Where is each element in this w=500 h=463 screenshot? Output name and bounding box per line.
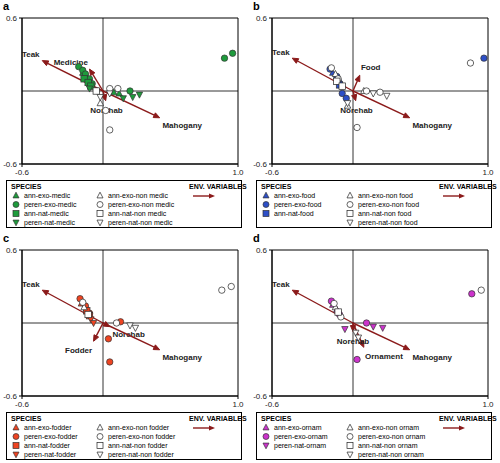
html-text:peren-exo-non ornam: peren-exo-non ornam [358,432,426,440]
svg-text:Mahogany: Mahogany [162,121,202,130]
html-text:b: b [253,0,260,12]
html-text:SPECIES: SPECIES [11,183,42,190]
html-text:ann-exo-non food: ann-exo-non food [358,192,413,199]
html-text:peren-nat-non medic: peren-nat-non medic [108,219,173,226]
html-text:ann-exo-non medic: ann-exo-non medic [108,192,168,199]
html-text:ann-exo-fodder: ann-exo-fodder [24,423,72,431]
svg-text:Norehab: Norehab [337,336,370,345]
svg-text:0.6: 0.6 [8,14,18,23]
html-text:peren-exo-non food: peren-exo-non food [358,201,420,208]
html-text:ENV. VARIABLES: ENV. VARIABLES [439,183,497,190]
html-text:SPECIES: SPECIES [261,414,292,422]
html-text:ann-nat-food: ann-nat-food [274,210,314,217]
svg-text:Norehab: Norehab [340,105,373,115]
svg-text:1.0: 1.0 [232,399,244,408]
svg-text:1.0: 1.0 [482,168,492,177]
svg-text:Teak: Teak [272,279,290,288]
svg-text:1.0: 1.0 [482,399,492,408]
svg-text:Teak: Teak [22,50,40,59]
html-text:ann-nat-non fodder: ann-nat-non fodder [108,441,168,449]
svg-text:Teak: Teak [272,48,290,57]
html-text:ann-nat-non food: ann-nat-non food [358,210,412,217]
html-text:peren-nat-non ornam: peren-nat-non ornam [358,450,424,458]
html-text:d: d [253,231,260,244]
html-text:ann-exo-medic: ann-exo-medic [24,192,71,199]
svg-text:0.6: 0.6 [256,14,268,23]
svg-text:Teak: Teak [22,279,40,288]
svg-text:-0.6: -0.6 [15,399,29,408]
html-text:ENV. VARIABLES: ENV. VARIABLES [189,183,247,190]
html-text:ann-exo-non ornam: ann-exo-non ornam [358,423,420,431]
html-text:ENV. VARIABLES: ENV. VARIABLES [189,414,247,422]
html-text:ann-exo-food: ann-exo-food [274,192,316,199]
html-text:peren-nat-non food: peren-nat-non food [358,219,418,226]
html-text:peren-exo-fodder: peren-exo-fodder [24,432,78,440]
html-text:peren-exo-medic: peren-exo-medic [24,201,77,208]
html-text:ann-nat-non ornam: ann-nat-non ornam [358,441,418,449]
html-text:c: c [3,231,10,244]
html-text:peren-exo-non fodder: peren-exo-non fodder [108,432,176,440]
svg-text:Norehab: Norehab [90,106,123,115]
html-text:ann-nat-medic: ann-nat-medic [24,210,69,217]
html-text:peren-nat-medic: peren-nat-medic [24,219,75,226]
svg-text:-0.6: -0.6 [265,168,279,177]
svg-text:-0.6: -0.6 [15,168,29,177]
svg-text:Mahogany: Mahogany [412,353,452,362]
html-text:ann-nat-non medic: ann-nat-non medic [108,210,167,217]
svg-text:-0.6: -0.6 [8,160,18,169]
html-text:peren-nat-non fodder: peren-nat-non fodder [108,450,174,458]
html-text:SPECIES: SPECIES [261,183,292,190]
svg-text:0.6: 0.6 [8,245,18,254]
svg-text:-0.6: -0.6 [265,399,279,408]
html-text:a: a [3,0,10,12]
svg-text:Medicine: Medicine [54,58,89,67]
html-text:peren-exo-food: peren-exo-food [274,201,322,208]
svg-text:Mahogany: Mahogany [162,353,202,362]
html-text:ann-exo-ornam: ann-exo-ornam [274,423,322,431]
svg-text:1.0: 1.0 [232,168,244,177]
html-text:ann-nat-fodder: ann-nat-fodder [24,441,70,449]
svg-text:Norehab: Norehab [112,329,145,339]
html-text:ENV. VARIABLES: ENV. VARIABLES [439,414,497,422]
svg-text:Fodder: Fodder [65,345,92,354]
svg-text:-0.6: -0.6 [253,391,267,400]
svg-text:-0.6: -0.6 [253,160,267,169]
html-text:peren-exo-ornam: peren-exo-ornam [274,432,328,440]
svg-text:Food: Food [361,63,381,72]
html-text:ann-exo-non fodder: ann-exo-non fodder [108,423,170,431]
svg-text:-0.6: -0.6 [8,391,18,400]
svg-text:Ornament: Ornament [365,352,403,361]
html-text:peren-nat-ornam: peren-nat-ornam [274,441,327,449]
html-text:peren-exo-non medic: peren-exo-non medic [108,201,175,208]
svg-text:0.6: 0.6 [256,245,268,254]
svg-text:Mahogany: Mahogany [412,121,452,130]
html-text:SPECIES: SPECIES [11,414,42,422]
html-text:peren-nat-fodder: peren-nat-fodder [24,450,77,458]
